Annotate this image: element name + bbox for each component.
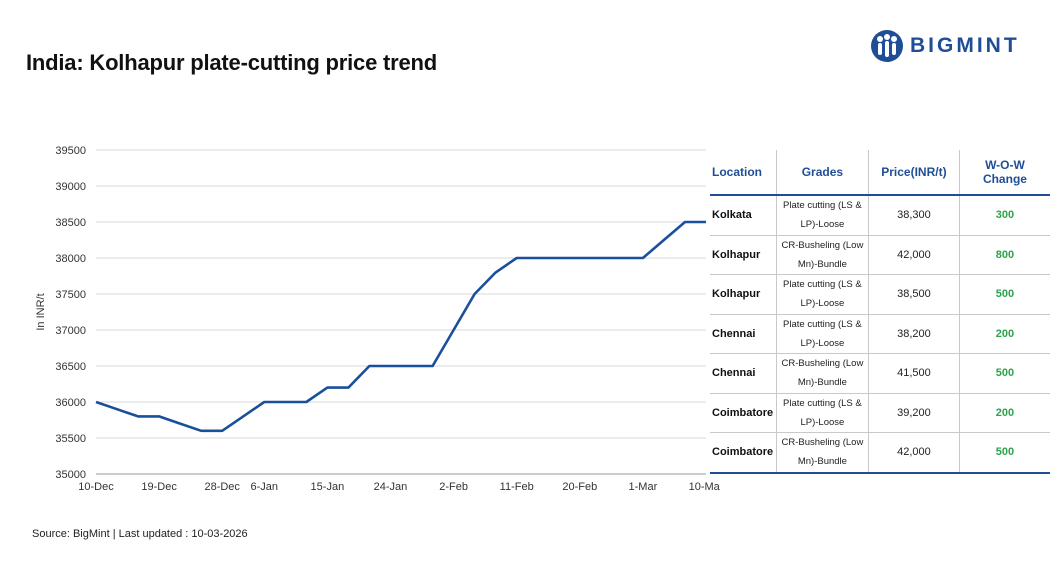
table-row: Kolhapur CR-Busheling (Low Mn)-Bundle 42,0…	[710, 235, 1050, 275]
page-title: India: Kolhapur plate-cutting price tren…	[26, 50, 438, 75]
y-axis-ticks: 35000 35500 36000 36500 37000 37500 38000 38500…	[55, 145, 86, 481]
price-series-line	[95, 220, 706, 433]
grade-cell: CR-Busheling (Low Mn)-Bundle	[775, 235, 869, 275]
series-lines	[95, 220, 707, 433]
people-logo-icon	[871, 30, 903, 62]
x-tick-label: 20-Feb	[562, 481, 597, 493]
y-tick-label: 37500	[55, 289, 86, 301]
grid-lines	[96, 149, 706, 475]
table-row: Coimbatore CR-Busheling (Low Mn)-Bundle 42…	[710, 432, 1050, 474]
y-tick-label: 35500	[55, 433, 86, 445]
location-cell: Coimbatore	[710, 393, 777, 433]
location-cell: Coimbatore	[710, 432, 777, 474]
x-tick-label: 2-Feb	[439, 481, 468, 493]
change-cell: 800	[958, 235, 1050, 275]
location-cell: Kolkata	[710, 195, 777, 236]
x-tick-label: 19-Dec	[141, 481, 177, 493]
source-note: Source: BigMint | Last updated : 10-03-2…	[32, 528, 248, 540]
x-tick-label: 24-Jan	[374, 481, 408, 493]
grade-cell: Plate cutting (LS & LP)-Loose	[775, 274, 869, 315]
y-tick-label: 36000	[55, 397, 86, 409]
table-header-row: Location Grades Price(INR/t) W-O-W Chang…	[710, 150, 1050, 196]
x-axis-ticks: 10-Dec 19-Dec 28-Dec 6-Jan 15-Jan 24-Jan 2-Feb…	[78, 481, 720, 493]
grade-cell: CR-Busheling (Low Mn)-Bundle	[775, 432, 869, 474]
table-row: Kolkata Plate cutting (LS & LP)-Loose 38,3…	[710, 195, 1050, 236]
logo-text: BIGMINT	[910, 34, 1020, 57]
table-row: Chennai Plate cutting (LS & LP)-Loose 38,2…	[710, 314, 1050, 354]
table-row: Kolhapur Plate cutting (LS & LP)-Loose 38,…	[710, 274, 1050, 315]
table-row: Chennai CR-Busheling (Low Mn)-Bundle 41,50…	[710, 353, 1050, 394]
header-grades: Grades	[775, 150, 869, 196]
change-cell: 200	[958, 393, 1050, 433]
x-tick-label: 6-Jan	[251, 481, 279, 493]
y-tick-label: 37000	[55, 325, 86, 337]
location-cell: Kolhapur	[710, 235, 777, 275]
change-cell: 500	[958, 353, 1050, 394]
y-axis-label: In INR/t	[35, 293, 47, 330]
bigmint-logo: BIGMINT	[870, 28, 1020, 64]
x-tick-label: 28-Dec	[204, 481, 240, 493]
price-cell: 41,500	[867, 353, 960, 394]
table-row: Coimbatore Plate cutting (LS & LP)-Loose 3…	[710, 393, 1050, 433]
location-cell: Chennai	[710, 314, 777, 354]
price-cell: 42,000	[867, 432, 960, 474]
price-trend-chart: 35000 35500 36000 36500 37000 37500 38000 38500…	[35, 145, 720, 493]
grade-cell: Plate cutting (LS & LP)-Loose	[775, 393, 869, 433]
grade-cell: CR-Busheling (Low Mn)-Bundle	[775, 353, 869, 394]
x-tick-label: 1-Mar	[629, 481, 658, 493]
price-cell: 38,300	[867, 195, 960, 236]
y-tick-label: 39500	[55, 145, 86, 157]
location-cell: Kolhapur	[710, 274, 777, 315]
location-cell: Chennai	[710, 353, 777, 394]
x-tick-label: 11-Feb	[500, 481, 534, 493]
grade-cell: Plate cutting (LS & LP)-Loose	[775, 195, 869, 236]
change-cell: 500	[958, 432, 1050, 474]
y-tick-label: 39000	[55, 181, 86, 193]
price-cell: 38,200	[867, 314, 960, 354]
y-tick-label: 35000	[55, 469, 86, 481]
change-cell: 200	[958, 314, 1050, 354]
header-location: Location	[710, 150, 777, 196]
price-table: Location Grades Price(INR/t) W-O-W Chang…	[710, 150, 1050, 474]
x-tick-label: 10-Dec	[78, 481, 114, 493]
change-cell: 500	[958, 274, 1050, 315]
x-tick-label: 15-Jan	[311, 481, 345, 493]
price-cell: 38,500	[867, 274, 960, 315]
change-cell: 300	[958, 195, 1050, 236]
header-price: Price(INR/t)	[867, 150, 960, 196]
y-tick-label: 38000	[55, 253, 86, 265]
price-cell: 42,000	[867, 235, 960, 275]
grade-cell: Plate cutting (LS & LP)-Loose	[775, 314, 869, 354]
y-tick-label: 38500	[55, 217, 86, 229]
x-tick-label: 10-Mar	[689, 481, 720, 493]
header-wow-change: W-O-W Change	[958, 150, 1050, 196]
y-tick-label: 36500	[55, 361, 86, 373]
price-cell: 39,200	[867, 393, 960, 433]
